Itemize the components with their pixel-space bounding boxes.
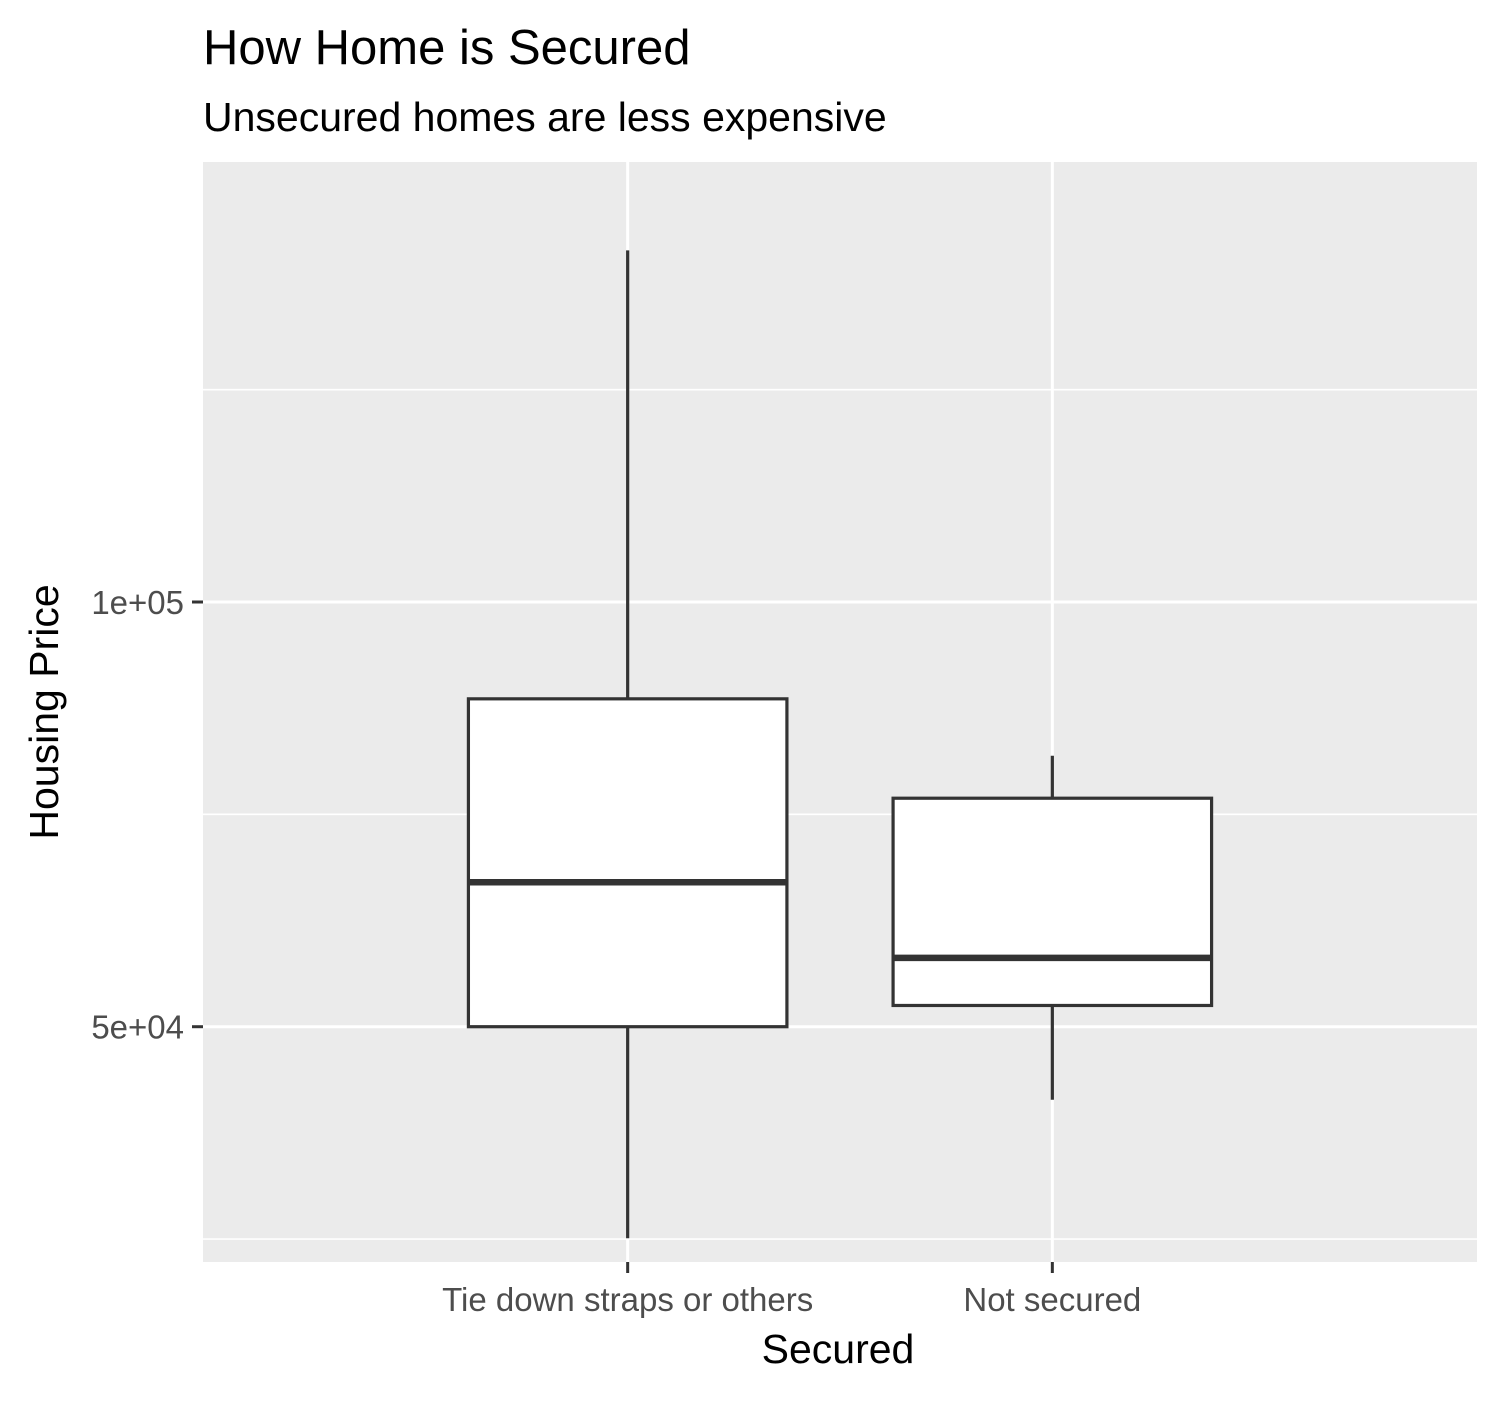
y-axis-title: Housing Price [21, 584, 67, 839]
y-tick-label: 5e+04 [91, 1009, 184, 1046]
box-iqr [891, 796, 1214, 1008]
plot-panel-background [203, 162, 1477, 1262]
x-axis-title: Secured [762, 1326, 915, 1372]
x-tick-label: Tie down straps or others [442, 1281, 813, 1318]
chart-subtitle: Unsecured homes are less expensive [203, 94, 887, 140]
x-tick-label: Not secured [963, 1281, 1141, 1318]
chart-title: How Home is Secured [203, 21, 690, 75]
plot-area: 5e+04 1e+05 Tie down straps or others Not s… [91, 162, 1477, 1318]
y-tick-label: 1e+05 [91, 584, 184, 621]
box-iqr [466, 697, 789, 1029]
